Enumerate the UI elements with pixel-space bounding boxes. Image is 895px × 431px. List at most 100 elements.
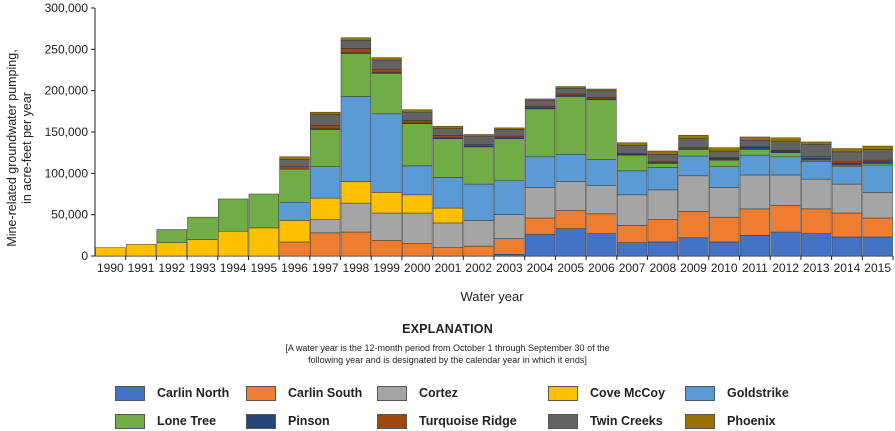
- bar-segment-carlin-north: [709, 241, 740, 257]
- bar-segment-twin-creeks: [801, 144, 832, 158]
- bar-segment-twin-creeks: [310, 114, 341, 126]
- bar-segment-lone-tree: [678, 149, 709, 157]
- bar-segment-lone-tree: [248, 193, 279, 229]
- legend-label: Twin Creeks: [590, 414, 663, 428]
- bar-segment-cove-mccoy: [125, 244, 157, 257]
- chart-ticks: 0 50,000 100,000 150,000 200,000 250,000 300,0…: [45, 1, 894, 275]
- bar-segment-carlin-south: [340, 231, 372, 257]
- bar-segment-phoenix: [678, 135, 709, 139]
- y-tick-label: 100,000: [45, 166, 89, 180]
- legend-item-carlin-north: Carlin North: [115, 384, 229, 402]
- bar-segment-goldstrike: [709, 166, 740, 188]
- bar-segment-lone-tree: [647, 163, 678, 168]
- bar-segment-cove-mccoy: [310, 197, 341, 220]
- bar-segment-twin-creeks: [524, 100, 556, 107]
- bar-segment-goldstrike: [739, 154, 771, 176]
- bar-segment-lone-tree: [616, 154, 648, 172]
- bar-segment-phoenix: [586, 88, 617, 91]
- bar-segment-phoenix: [616, 142, 648, 146]
- bar-segment-lone-tree: [709, 159, 740, 167]
- legend-label: Phoenix: [727, 414, 776, 428]
- bar-segment-phoenix: [555, 86, 586, 89]
- bar-segment-goldstrike: [463, 183, 494, 221]
- y-axis-label-units: in acre-feet per year: [20, 92, 34, 204]
- bar-segment-goldstrike: [524, 156, 556, 188]
- legend-swatch: [246, 413, 276, 429]
- bar-segment-goldstrike: [340, 96, 372, 182]
- bar-segment-lone-tree: [555, 96, 586, 155]
- bar-segment-cortez: [647, 189, 678, 220]
- bar-segment-carlin-north: [647, 241, 678, 257]
- bar-segment-goldstrike: [770, 156, 801, 176]
- bar-segment-cortez: [770, 174, 801, 206]
- bar-segment-lone-tree: [156, 229, 187, 244]
- y-tick-label: 250,000: [45, 42, 89, 56]
- x-tick-label: 1991: [128, 261, 155, 275]
- x-tick-label: 1994: [220, 261, 247, 275]
- bar-segment-phoenix: [340, 37, 372, 41]
- bar-segment-cove-mccoy: [432, 207, 464, 224]
- bar-segment-carlin-north: [739, 235, 771, 257]
- bar-segment-carlin-south: [586, 213, 617, 234]
- bar-segment-carlin-north: [801, 233, 832, 257]
- bar-segment-carlin-south: [555, 210, 586, 229]
- bar-segment-goldstrike: [371, 113, 402, 193]
- legend-item-twin-creeks: Twin Creeks: [548, 412, 663, 430]
- bar-segment-phoenix: [279, 156, 310, 160]
- legend-swatch: [115, 385, 145, 401]
- explanation-note-line2: following year and is designated by the …: [308, 355, 587, 365]
- bar-segment-cove-mccoy: [279, 220, 310, 243]
- bar-segment-twin-creeks: [770, 140, 801, 151]
- bar-segment-turquoise-ridge: [432, 135, 464, 139]
- x-tick-label: 2003: [496, 261, 523, 275]
- legend-label: Pinson: [288, 414, 330, 428]
- bar-segment-carlin-south: [647, 219, 678, 243]
- bar-segment-cove-mccoy: [95, 247, 126, 257]
- bar-segment-cove-mccoy: [402, 194, 433, 214]
- bar-segment-cortez: [709, 187, 740, 218]
- x-tick-label: 1995: [250, 261, 277, 275]
- legend-swatch: [548, 413, 578, 429]
- explanation-note: [A water year is the 12-month period fro…: [0, 342, 895, 366]
- bar-segment-goldstrike: [555, 154, 586, 182]
- x-tick-label: 1990: [97, 261, 124, 275]
- bar-segment-twin-creeks: [739, 140, 771, 148]
- bar-segment-cortez: [616, 194, 648, 226]
- legend-label: Carlin South: [288, 386, 363, 400]
- bar-segment-goldstrike: [831, 166, 863, 185]
- bar-segment-carlin-south: [524, 217, 556, 235]
- bar-segment-lone-tree: [432, 138, 464, 178]
- explanation-note-line1: [A water year is the 12-month period fro…: [285, 343, 610, 353]
- bar-segment-cortez: [340, 202, 372, 233]
- bar-segment-twin-creeks: [279, 159, 310, 167]
- legend-label: Goldstrike: [727, 386, 789, 400]
- x-tick-label: 2002: [465, 261, 492, 275]
- bar-segment-carlin-south: [371, 240, 402, 257]
- bar-segment-cortez: [801, 178, 832, 210]
- y-axis-label: Mine-related groundwater pumping,: [5, 49, 19, 246]
- bar-segment-carlin-south: [831, 212, 863, 238]
- x-tick-label: 2013: [803, 261, 830, 275]
- bar-segment-cove-mccoy: [248, 227, 279, 257]
- x-tick-label: 1996: [281, 261, 308, 275]
- legend-item-cove-mccoy: Cove McCoy: [548, 384, 665, 402]
- bar-segment-twin-creeks: [678, 138, 709, 148]
- x-tick-label: 2014: [834, 261, 861, 275]
- bar-segment-twin-creeks: [494, 129, 525, 137]
- bar-segment-goldstrike: [678, 155, 709, 177]
- x-tick-label: 2007: [619, 261, 646, 275]
- legend-swatch: [685, 413, 715, 429]
- bar-segment-lone-tree: [739, 149, 771, 156]
- bar-segment-lone-tree: [770, 152, 801, 158]
- bar-segment-carlin-south: [494, 238, 525, 255]
- bar-segment-carlin-south: [310, 232, 341, 257]
- x-tick-label: 2004: [527, 261, 554, 275]
- bar-segment-phoenix: [739, 136, 771, 141]
- bar-segment-phoenix: [524, 98, 556, 101]
- bar-segment-twin-creeks: [432, 128, 464, 136]
- bar-segment-lone-tree: [310, 129, 341, 167]
- x-tick-label: 2015: [864, 261, 891, 275]
- bar-segment-turquoise-ridge: [279, 166, 310, 170]
- bar-segment-cortez: [432, 222, 464, 248]
- bar-segment-cortez: [586, 185, 617, 215]
